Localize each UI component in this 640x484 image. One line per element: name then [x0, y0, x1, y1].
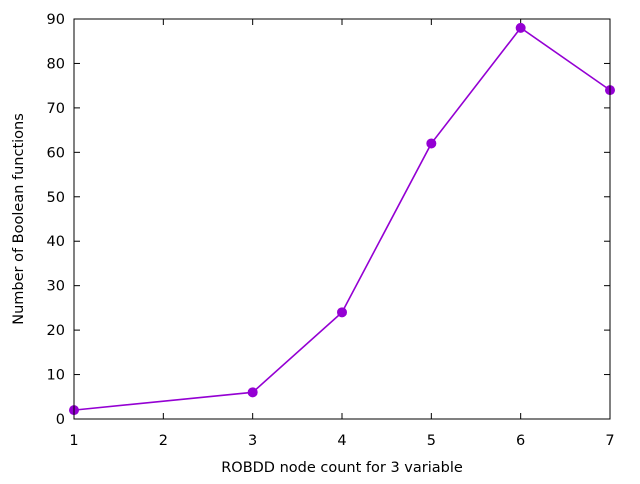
data-point	[337, 307, 347, 318]
data-point	[515, 22, 526, 33]
x-tick-label: 1	[69, 433, 78, 449]
ticks-layer	[73, 18, 611, 420]
x-tick-label: 4	[337, 433, 346, 449]
y-tick-label: 20	[47, 323, 65, 339]
x-tick-label: 7	[605, 433, 614, 449]
y-tick-label: 50	[47, 190, 65, 206]
y-tick-label: 10	[47, 368, 65, 384]
data-point	[426, 138, 437, 149]
y-tick-label: 70	[47, 101, 65, 117]
x-tick-label: 3	[248, 433, 257, 449]
y-tick-label: 40	[47, 234, 65, 250]
x-axis-title: ROBDD node count for 3 variable	[221, 460, 463, 476]
y-tick-label: 30	[47, 279, 65, 295]
data-point	[247, 387, 258, 398]
x-tick-label: 2	[159, 433, 168, 449]
y-tick-label: 90	[47, 12, 65, 28]
y-tick-label: 0	[56, 412, 65, 428]
series-layer	[69, 22, 615, 416]
x-tick-label: 6	[516, 433, 525, 449]
series-line	[73, 26, 611, 411]
x-tick-label: 5	[427, 433, 436, 449]
y-tick-label: 60	[47, 145, 65, 161]
y-tick-label: 80	[47, 56, 65, 72]
y-axis-title: Number of Boolean functions	[11, 113, 27, 325]
plot-frame	[73, 18, 611, 420]
